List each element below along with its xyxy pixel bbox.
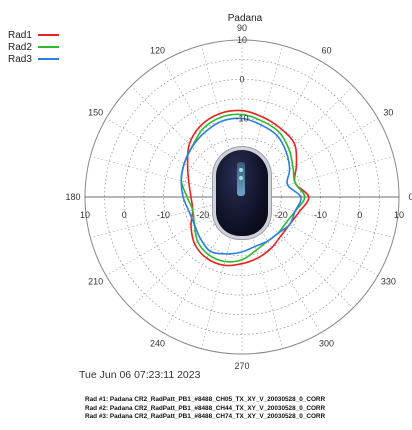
angle-tick-label: 300 xyxy=(319,338,334,348)
angle-tick-label: 120 xyxy=(150,46,165,56)
mouse-led xyxy=(239,168,243,172)
axis-row-label: -20 xyxy=(196,210,209,220)
axis-row-label: 0 xyxy=(357,210,362,220)
angle-tick-label: 270 xyxy=(234,361,249,371)
series-line-rad3 xyxy=(180,117,302,255)
angle-tick-label: 210 xyxy=(88,277,103,287)
legend-label: Rad3 xyxy=(8,53,32,65)
legend-item-rad1: Rad1 xyxy=(8,29,59,41)
legend-swatch xyxy=(38,58,59,60)
axis-row-label: -20 xyxy=(275,210,288,220)
chart-title: Padana xyxy=(228,13,263,24)
axis-row-label: 10 xyxy=(394,210,404,220)
legend-item-rad3: Rad3 xyxy=(8,53,59,65)
angle-tick-label: 30 xyxy=(383,108,393,118)
mouse-led xyxy=(239,176,243,180)
angle-tick-label: 60 xyxy=(321,46,331,56)
axis-row-label: 10 xyxy=(80,210,90,220)
radial-tick-label: -10 xyxy=(235,114,248,124)
legend-label: Rad2 xyxy=(8,41,32,53)
note-line: Rad #2: Padana CR2_RadPatt_PB1_#8488_CH4… xyxy=(85,404,326,412)
angle-tick-label: 0 xyxy=(408,192,412,202)
legend-label: Rad1 xyxy=(8,29,32,41)
axis-row-label: 0 xyxy=(122,210,127,220)
axis-labels: 9060300330300270240210180150120100-10-20… xyxy=(65,23,412,371)
series-line-rad1 xyxy=(186,109,310,267)
angle-tick-label: 330 xyxy=(381,277,396,287)
series-group xyxy=(180,109,310,267)
mouse-device-image xyxy=(216,150,268,236)
axis-row-label: -10 xyxy=(157,210,170,220)
legend-swatch xyxy=(38,34,59,36)
angle-tick-label: 240 xyxy=(150,338,165,348)
note-line: Rad #1: Padana CR2_RadPatt_PB1_#8488_CH0… xyxy=(85,396,326,403)
legend-swatch xyxy=(38,46,59,48)
angle-tick-label: 180 xyxy=(65,192,80,202)
axis-row-label: -10 xyxy=(314,210,327,220)
legend: Rad1 Rad2 Rad3 xyxy=(8,29,59,65)
legend-item-rad2: Rad2 xyxy=(8,41,59,53)
angle-tick-label: 150 xyxy=(88,108,103,118)
radial-tick-label: 10 xyxy=(237,35,247,45)
timestamp: Tue Jun 06 07:23:11 2023 xyxy=(79,369,201,381)
series-notes: Rad #1: Padana CR2_RadPatt_PB1_#8488_CH0… xyxy=(85,396,325,422)
angle-tick-label: 90 xyxy=(237,23,247,33)
radial-tick-label: 0 xyxy=(239,74,244,84)
note-line: Rad #3: Padana CR2_RadPatt_PB1_#8488_CH7… xyxy=(85,413,326,420)
